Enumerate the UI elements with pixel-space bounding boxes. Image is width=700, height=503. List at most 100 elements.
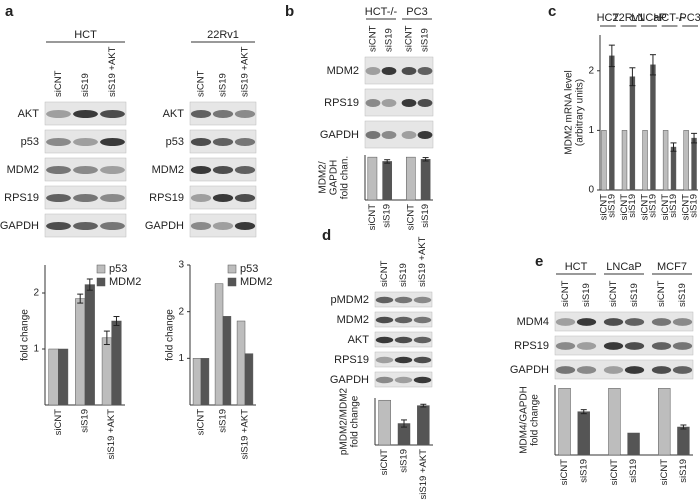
lane-label: siCNT: [368, 25, 379, 52]
row-label: MDM2: [152, 164, 184, 176]
group-label: HCT-/-: [653, 12, 686, 24]
blot-band: [190, 166, 212, 174]
bar: [601, 130, 607, 191]
y-tick-label: 1: [33, 344, 39, 355]
blot-band: [401, 99, 417, 107]
blot-band: [100, 166, 125, 174]
y-axis-label: MDM2 mRNA level: [564, 70, 575, 154]
group-label: 22Rv1: [613, 12, 645, 24]
bar: [662, 130, 669, 191]
y-tick-label: 2: [178, 306, 184, 317]
bar: [691, 137, 697, 191]
row-label: AKT: [348, 334, 370, 346]
bar: [111, 320, 122, 406]
blot-band: [672, 366, 693, 374]
group-label: PC3: [406, 6, 427, 18]
bar: [101, 337, 112, 406]
blot-band: [190, 194, 212, 202]
blot-band: [401, 131, 417, 139]
legend-label: p53: [240, 263, 258, 275]
bar: [621, 130, 628, 191]
blot-band: [417, 99, 433, 107]
group-label: 22Rv1: [207, 29, 239, 41]
blot-strip: [374, 371, 433, 388]
x-tick-label: siS19: [678, 459, 689, 483]
x-tick-label: siS19: [218, 409, 229, 433]
blot-band: [413, 376, 432, 384]
y-tick-label: 3: [178, 260, 184, 271]
lane-label: siS19: [420, 28, 431, 52]
blot-band: [576, 366, 597, 374]
bar: [677, 426, 690, 456]
panel-label: c: [548, 3, 556, 20]
group-label: PC3: [679, 12, 700, 24]
lane-label: siS19: [398, 263, 409, 287]
blot-strip: [554, 311, 694, 332]
x-tick-label: siS19 +AKT: [240, 409, 251, 460]
group-label: HCT: [565, 261, 588, 273]
panel-label: d: [322, 227, 331, 244]
lane-label: siS19: [80, 73, 91, 97]
blot-band: [46, 110, 71, 118]
blot-band: [46, 138, 71, 146]
x-tick-label: siCNT: [640, 194, 651, 221]
blot-band: [73, 166, 98, 174]
blot-band: [381, 99, 397, 107]
bar: [200, 358, 210, 406]
blot-band: [212, 138, 234, 146]
group-label: LNCaP: [606, 261, 641, 273]
x-tick-label: siCNT: [53, 409, 64, 436]
bar: [236, 320, 246, 406]
x-tick-label: siS19: [80, 409, 91, 433]
bar: [75, 298, 86, 406]
blot-band: [212, 194, 234, 202]
blot-band: [212, 166, 234, 174]
blot-band: [234, 194, 256, 202]
blot-band: [365, 131, 381, 139]
blot-strip: [554, 335, 694, 356]
blot-band: [651, 318, 672, 326]
group-label: LNCaP: [631, 12, 666, 24]
blot-band: [46, 166, 71, 174]
blot-band: [413, 296, 432, 304]
bar: [192, 358, 202, 406]
bar: [405, 156, 416, 201]
bar: [683, 130, 689, 191]
bar: [609, 55, 615, 191]
row-label: RPS19: [514, 340, 549, 352]
blot-band: [394, 356, 413, 364]
bar: [558, 388, 571, 456]
blot-band: [234, 138, 256, 146]
x-tick-label: siS19: [628, 459, 639, 483]
blot-band: [212, 222, 234, 230]
x-tick-label: siCNT: [196, 409, 207, 436]
bar: [577, 411, 590, 456]
blot-band: [381, 131, 397, 139]
lane-label: siS19: [581, 283, 592, 307]
blot-strip: [44, 157, 127, 182]
blot-band: [46, 222, 71, 230]
blot-band: [381, 67, 397, 75]
lane-label: siS19: [218, 73, 229, 97]
blot-band: [603, 366, 624, 374]
y-axis-label: GAPDH: [329, 160, 340, 196]
row-label: GAPDH: [510, 364, 549, 376]
x-tick-label: siS19: [627, 194, 638, 218]
bar: [627, 432, 640, 456]
bar: [214, 283, 224, 406]
y-axis-label: MDM2/: [318, 161, 329, 193]
bar: [378, 399, 391, 446]
x-tick-label: siCNT: [379, 449, 390, 476]
x-tick-label: siCNT: [609, 459, 620, 486]
x-tick-label: siCNT: [619, 194, 630, 221]
y-axis-label: fold change: [530, 394, 541, 446]
blot-band: [624, 366, 645, 374]
bar: [58, 348, 69, 406]
y-axis-label: fold chan.: [340, 156, 351, 199]
blot-band: [624, 342, 645, 350]
lane-label: siS19 +AKT: [107, 46, 118, 97]
blot-band: [394, 296, 413, 304]
x-tick-label: siS19: [689, 194, 700, 218]
y-axis-label: (arbitrary units): [575, 79, 586, 146]
